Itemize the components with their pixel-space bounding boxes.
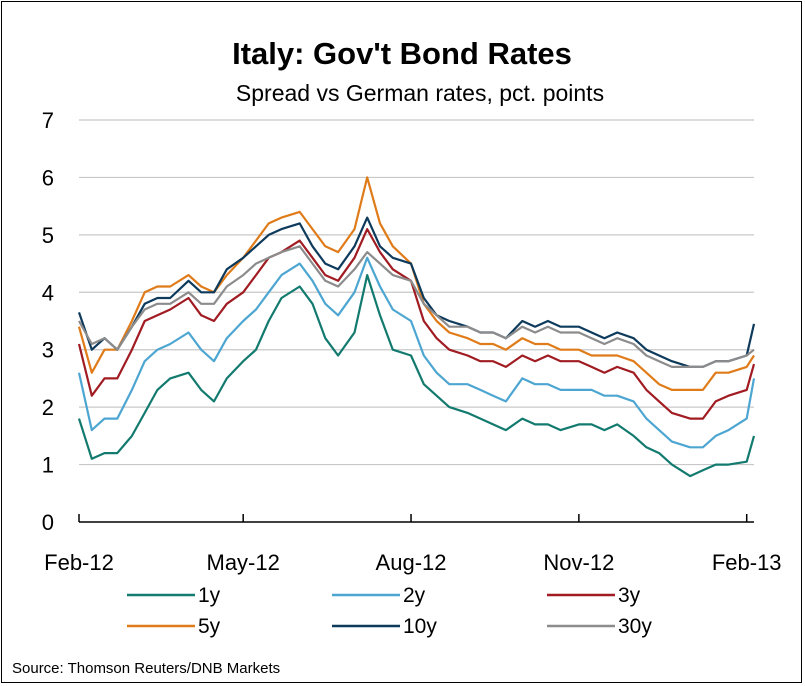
series-line-30y (78, 245, 755, 368)
legend-label-2y: 2y (403, 584, 426, 607)
chart-title: Italy: Gov't Bond Rates (232, 36, 572, 71)
series-line-2y (77, 256, 756, 449)
y-tick-label: 0 (42, 510, 54, 535)
x-axis-ticks: Feb-12 May-12 Aug-12 Nov-12 Feb-13 (44, 550, 781, 575)
series-line-1y (77, 274, 756, 478)
series-line-3y (77, 228, 756, 420)
legend-label-1y: 1y (198, 584, 221, 607)
chart-subtitle: Spread vs German rates, pct. points (236, 80, 604, 106)
x-tick-label: Nov-12 (543, 550, 614, 575)
x-tick-label: Aug-12 (376, 550, 447, 575)
y-tick-label: 1 (42, 453, 54, 478)
source-note: Source: Thomson Reuters/DNB Markets (12, 660, 280, 677)
grid-lines (79, 119, 754, 466)
y-axis-ticks: 0 1 2 3 4 5 6 7 (42, 108, 54, 535)
x-tick-label: May-12 (207, 550, 280, 575)
x-axis (78, 514, 754, 523)
legend-label-30y: 30y (618, 615, 652, 638)
series-line-10y (77, 216, 756, 368)
y-tick-label: 4 (42, 280, 54, 305)
legend-label-10y: 10y (403, 615, 437, 638)
y-tick-label: 7 (42, 108, 54, 133)
x-tick-label: Feb-12 (44, 550, 114, 575)
legend-label-5y: 5y (198, 615, 221, 638)
legend: 1y 2y 3y 5y 10y 30y (127, 584, 652, 638)
y-tick-label: 6 (42, 165, 54, 190)
series-lines (77, 176, 756, 478)
legend-label-3y: 3y (618, 584, 641, 607)
y-tick-label: 3 (42, 338, 54, 363)
x-tick-label: Feb-13 (712, 550, 782, 575)
y-tick-label: 5 (42, 223, 54, 248)
y-tick-label: 2 (42, 395, 54, 420)
